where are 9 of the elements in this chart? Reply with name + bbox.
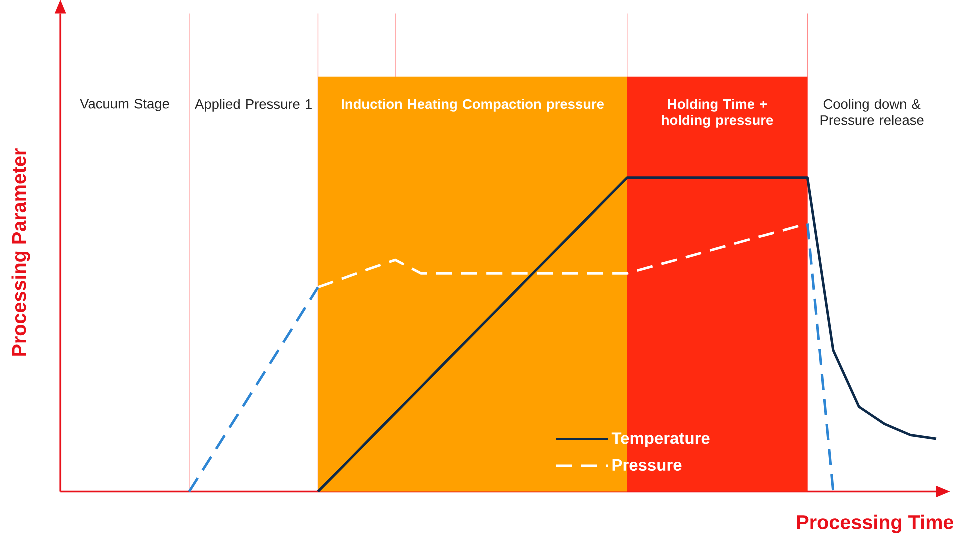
x-axis-title: Processing Time <box>797 514 954 534</box>
text: Cooling down & Pressure release <box>820 98 924 125</box>
text: Applied Pressure 1 <box>195 98 312 112</box>
y-axis-title: Processing Parameter <box>12 148 30 356</box>
text: Vacuum Stage <box>80 98 170 112</box>
text: Holding Time + holding pressure <box>662 98 774 128</box>
text: Induction Heating Compaction pressure <box>342 98 604 112</box>
legend-label: Temperature <box>612 432 710 448</box>
legend-label: Pressure <box>612 459 682 471</box>
